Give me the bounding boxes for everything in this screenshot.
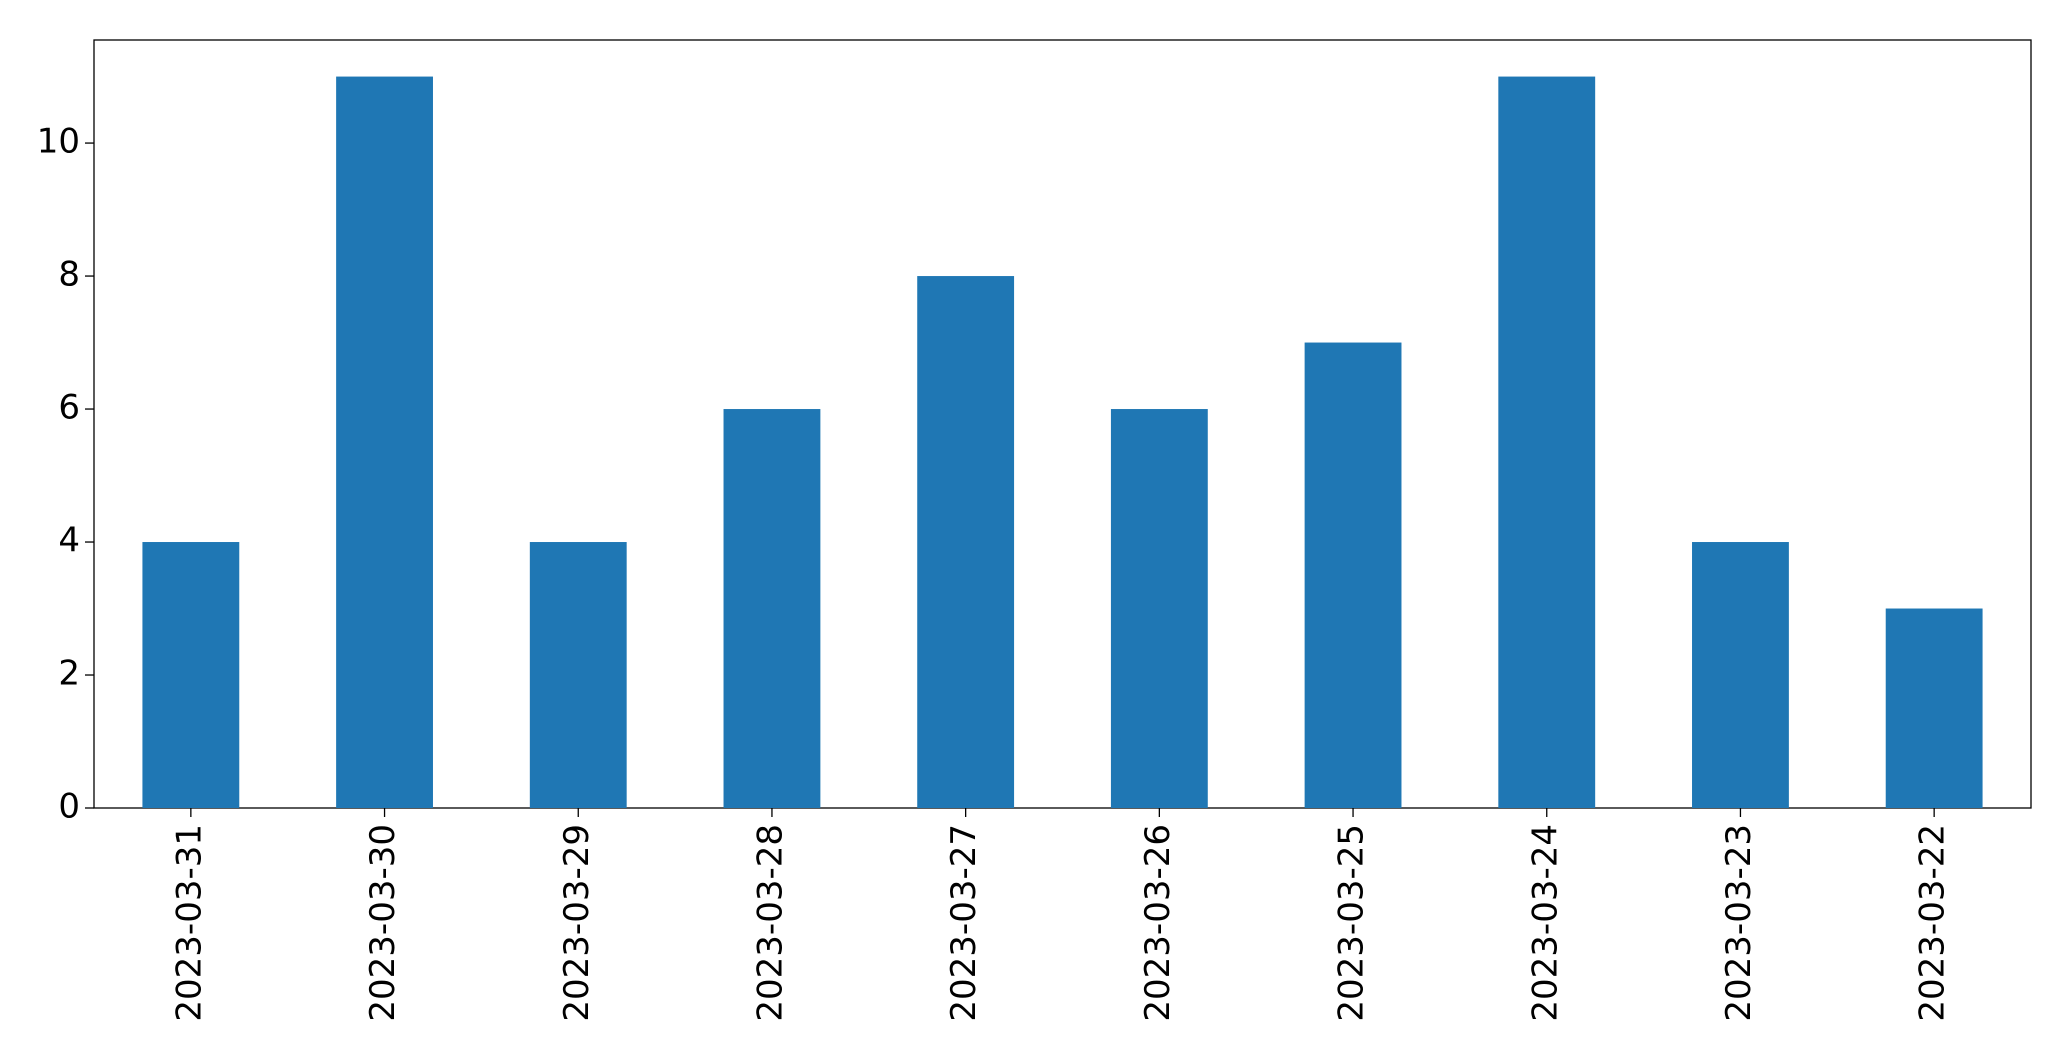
y-tick-label: 10 — [37, 122, 80, 162]
bar — [529, 542, 627, 808]
x-tick-label: 2023-03-23 — [1719, 824, 1759, 1022]
x-tick-label: 2023-03-31 — [169, 824, 209, 1022]
plot-frame — [93, 39, 2032, 809]
x-tick-label: 2023-03-30 — [363, 824, 403, 1022]
y-tick-label: 8 — [58, 255, 80, 295]
x-tick-label: 2023-03-29 — [557, 824, 597, 1022]
bar — [142, 542, 240, 808]
bar — [723, 409, 821, 808]
bar — [1692, 542, 1789, 808]
bar — [917, 276, 1015, 808]
y-tick-label: 0 — [58, 787, 80, 827]
x-tick-label: 2023-03-26 — [1138, 824, 1178, 1022]
x-tick-label: 2023-03-27 — [944, 824, 984, 1022]
bar — [336, 76, 433, 809]
y-tick-label: 2 — [58, 654, 80, 694]
y-tick-label: 4 — [58, 521, 80, 561]
bar — [1885, 608, 1983, 808]
bar — [1304, 342, 1402, 808]
x-tick-label: 2023-03-24 — [1525, 824, 1565, 1022]
x-tick-label: 2023-03-25 — [1332, 824, 1372, 1022]
y-tick-label: 6 — [58, 388, 80, 428]
bar — [1498, 76, 1596, 809]
bar — [1110, 409, 1208, 808]
x-tick-label: 2023-03-22 — [1913, 824, 1953, 1022]
x-tick-label: 2023-03-28 — [750, 824, 790, 1022]
